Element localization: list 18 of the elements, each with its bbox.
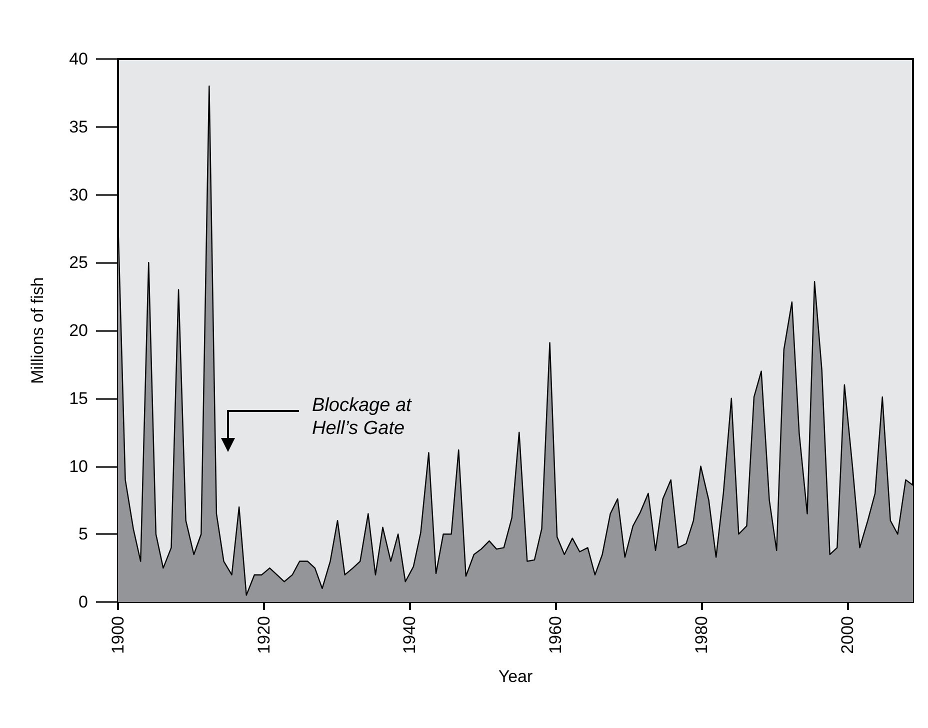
y-tick-label: 35 bbox=[69, 117, 88, 136]
x-tick-label: 1900 bbox=[108, 616, 128, 654]
y-tick-label: 20 bbox=[69, 321, 88, 340]
x-tick-label: 1980 bbox=[692, 616, 711, 654]
y-tick-label: 15 bbox=[69, 388, 88, 408]
x-tick-label: 1940 bbox=[400, 616, 420, 654]
y-tick-label: 0 bbox=[78, 592, 88, 612]
y-tick-label: 10 bbox=[69, 456, 88, 476]
x-tick-label: 1960 bbox=[546, 616, 566, 654]
y-tick-label: 40 bbox=[69, 50, 88, 68]
x-tick-label: 2000 bbox=[838, 616, 857, 654]
annotation: Blockage at Hell’s Gate bbox=[312, 394, 412, 440]
y-tick-label: 30 bbox=[69, 185, 88, 204]
y-tick-label: 25 bbox=[69, 253, 88, 272]
x-tick-label: 1920 bbox=[254, 616, 274, 654]
x-axis-title: Year bbox=[498, 667, 534, 686]
y-axis-title: Millions of fish bbox=[28, 277, 47, 384]
y-tick-label: 5 bbox=[78, 524, 88, 544]
